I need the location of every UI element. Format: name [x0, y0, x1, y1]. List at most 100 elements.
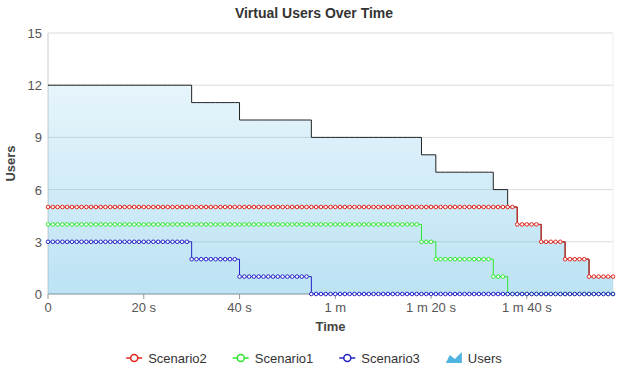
marker — [353, 223, 357, 227]
marker — [94, 240, 98, 244]
marker — [166, 223, 170, 227]
marker — [415, 292, 419, 296]
marker — [204, 257, 208, 261]
marker — [405, 205, 409, 209]
marker — [386, 292, 390, 296]
marker — [324, 205, 328, 209]
marker — [123, 205, 127, 209]
legend-marker — [237, 355, 244, 362]
marker — [511, 292, 515, 296]
marker — [175, 223, 179, 227]
marker — [128, 240, 132, 244]
marker — [377, 223, 381, 227]
area-fill — [48, 85, 613, 294]
plot-frame-right — [613, 33, 614, 294]
legend-label: Users — [468, 351, 502, 366]
marker — [276, 275, 280, 279]
marker — [166, 205, 170, 209]
marker — [147, 240, 151, 244]
marker — [223, 257, 227, 261]
marker — [482, 292, 486, 296]
marker — [367, 292, 371, 296]
marker — [137, 205, 141, 209]
marker — [338, 292, 342, 296]
marker — [391, 292, 395, 296]
marker — [549, 292, 553, 296]
marker — [185, 205, 189, 209]
marker — [51, 205, 55, 209]
x-tick-label: 1 m 40 s — [502, 300, 552, 315]
x-tick-label: 1 m — [324, 300, 346, 315]
y-tick-label: 6 — [35, 183, 42, 198]
marker — [458, 292, 462, 296]
marker — [434, 257, 438, 261]
marker — [271, 205, 275, 209]
legend-item: Users — [446, 351, 502, 366]
marker — [329, 223, 333, 227]
marker — [453, 292, 457, 296]
marker — [305, 223, 309, 227]
marker — [142, 223, 146, 227]
marker — [444, 257, 448, 261]
series-line — [48, 224, 613, 294]
marker — [549, 292, 553, 296]
marker — [453, 205, 457, 209]
marker — [310, 292, 314, 296]
marker — [420, 240, 424, 244]
marker — [185, 223, 189, 227]
marker — [247, 223, 251, 227]
marker — [444, 205, 448, 209]
marker — [343, 292, 347, 296]
marker — [468, 205, 472, 209]
marker — [377, 205, 381, 209]
marker — [238, 275, 242, 279]
marker — [559, 292, 563, 296]
marker — [281, 223, 285, 227]
marker — [314, 292, 318, 296]
marker — [592, 292, 596, 296]
legend-item: Scenario2 — [126, 351, 207, 366]
marker — [448, 257, 452, 261]
marker — [511, 205, 515, 209]
marker — [108, 205, 112, 209]
marker — [300, 205, 304, 209]
marker — [424, 205, 428, 209]
marker — [554, 292, 558, 296]
marker — [128, 223, 132, 227]
marker — [424, 240, 428, 244]
marker — [372, 292, 376, 296]
marker — [214, 223, 218, 227]
marker — [367, 223, 371, 227]
marker — [391, 223, 395, 227]
marker — [554, 240, 558, 244]
marker — [381, 205, 385, 209]
marker — [578, 292, 582, 296]
marker — [65, 223, 69, 227]
marker — [228, 257, 232, 261]
marker — [108, 240, 112, 244]
marker — [89, 223, 93, 227]
marker — [477, 205, 481, 209]
marker — [65, 240, 69, 244]
marker — [357, 292, 361, 296]
x-tick-label: 0 — [44, 300, 51, 315]
marker — [314, 223, 318, 227]
marker — [190, 223, 194, 227]
marker — [300, 223, 304, 227]
marker — [391, 205, 395, 209]
marker — [89, 205, 93, 209]
x-axis-title: Time — [315, 319, 345, 334]
marker — [104, 223, 108, 227]
marker — [199, 223, 203, 227]
marker — [118, 240, 122, 244]
marker — [333, 292, 337, 296]
marker — [286, 205, 290, 209]
marker — [458, 205, 462, 209]
marker — [94, 223, 98, 227]
marker — [113, 240, 117, 244]
marker — [233, 257, 237, 261]
marker — [305, 275, 309, 279]
marker — [611, 275, 615, 279]
marker — [219, 205, 223, 209]
marker — [271, 223, 275, 227]
